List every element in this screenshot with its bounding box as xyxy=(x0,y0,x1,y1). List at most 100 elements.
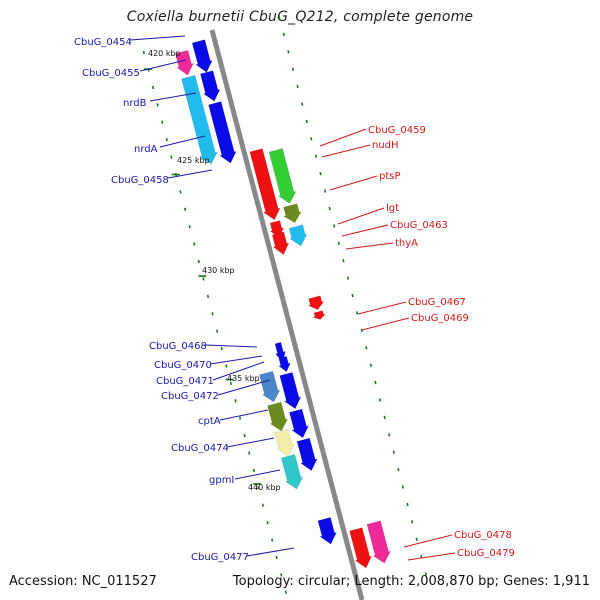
track-tick xyxy=(278,15,281,19)
scale-label: 430 kbp xyxy=(202,266,235,275)
gene-label-right: thyA xyxy=(395,238,418,249)
gene-cbug-0463-box xyxy=(283,203,302,224)
track-tick xyxy=(179,190,182,194)
leader-line xyxy=(341,224,389,237)
gene-thya-box xyxy=(288,224,308,247)
leader-line xyxy=(149,92,197,102)
gene-cbug-0454-arrow xyxy=(191,39,213,73)
gene-nrda-arrow xyxy=(208,101,237,164)
gene-label-right: CbuG_0479 xyxy=(457,548,515,559)
genome-backbone xyxy=(209,29,365,600)
leader-line xyxy=(407,552,456,561)
gene-cbug-0471-arrow xyxy=(279,372,302,410)
leader-line xyxy=(319,128,367,147)
track-tick xyxy=(323,189,327,193)
track-tick xyxy=(314,154,317,158)
track-tick xyxy=(206,294,210,299)
track-tick xyxy=(291,67,295,71)
gene-label-left: CbuG_0455 xyxy=(82,68,140,79)
track-tick xyxy=(234,399,237,403)
track-tick xyxy=(365,346,368,350)
track-tick xyxy=(142,50,145,55)
leader-line xyxy=(209,355,263,365)
gene-label-left: nrdB xyxy=(123,98,147,109)
gene-cbug-0472-box xyxy=(259,370,281,403)
track-tick xyxy=(401,485,405,489)
track-tick xyxy=(296,84,299,89)
track-tick xyxy=(216,329,219,333)
scale-label: 440 kbp xyxy=(248,483,281,492)
gene-label-left: CbuG_0454 xyxy=(74,37,132,48)
track-tick xyxy=(337,241,340,245)
leader-line xyxy=(129,35,186,41)
accession-text: Accession: NC_011527 xyxy=(9,574,157,589)
gene-gpmi-arrow xyxy=(296,437,318,472)
gene-label-left: gpmI xyxy=(209,475,234,486)
track-tick xyxy=(411,520,414,524)
gene-label-left: CbuG_0470 xyxy=(154,360,212,371)
track-tick xyxy=(310,137,313,141)
gene-label-left: CbuG_0468 xyxy=(149,341,207,352)
feature-layer xyxy=(175,29,392,600)
track-tick xyxy=(220,346,223,351)
track-tick xyxy=(197,259,200,264)
leader-line xyxy=(345,242,394,250)
gene-ptsp-box xyxy=(268,148,297,204)
track-tick xyxy=(156,103,159,107)
track-tick xyxy=(170,155,173,159)
gene-label-left: CbuG_0471 xyxy=(156,376,214,387)
gene-thya-arrow xyxy=(271,231,290,256)
track-tick xyxy=(211,312,214,316)
leader-line xyxy=(329,175,378,191)
leader-line xyxy=(139,59,187,72)
track-tick xyxy=(369,363,372,367)
gene-cbug-0478-arrow xyxy=(349,527,373,569)
track-tick xyxy=(346,276,350,280)
leader-line xyxy=(219,409,269,421)
leader-line xyxy=(226,437,275,448)
track-tick xyxy=(287,50,290,54)
label-layer: 420 kbp 425 kbp 430 kbp 435 kbp 440 kbp CbuG_… xyxy=(74,37,515,563)
gene-gpmi-box xyxy=(280,454,304,490)
track-tick xyxy=(342,259,345,263)
leader-line xyxy=(217,379,271,396)
leader-line xyxy=(204,344,258,348)
gene-cbug-0477-arrow xyxy=(317,517,337,545)
track-tick xyxy=(351,293,354,298)
track-tick xyxy=(374,380,377,385)
gene-label-right: CbuG_0459 xyxy=(368,125,426,136)
gene-cbug-0470-arrow xyxy=(278,355,291,373)
track-tick xyxy=(193,242,196,246)
gene-label-left: CbuG_0474 xyxy=(171,443,229,454)
leader-line xyxy=(337,207,385,225)
leader-line xyxy=(403,534,453,548)
leader-line xyxy=(234,469,281,480)
track-tick xyxy=(161,120,164,124)
track-tick xyxy=(188,225,191,229)
track-tick xyxy=(378,398,382,402)
gene-label-left: cptA xyxy=(198,416,221,427)
track-tick xyxy=(388,433,391,437)
track-tick xyxy=(333,224,336,228)
leader-lines xyxy=(129,35,456,561)
track-tick xyxy=(284,590,287,594)
leader-line xyxy=(159,135,206,148)
track-tick xyxy=(301,102,304,106)
gene-cbug-0467-arrow xyxy=(307,295,325,311)
track-tick xyxy=(360,328,363,333)
gene-cpta-arrow xyxy=(289,408,309,439)
gene-label-right: nudH xyxy=(372,140,399,151)
leader-line xyxy=(361,317,410,331)
scale-label: 420 kbp xyxy=(148,49,181,58)
track-tick xyxy=(424,572,427,576)
tick-layer xyxy=(142,15,427,594)
track-tick xyxy=(238,416,242,420)
topology-summary: Topology: circular; Length: 2,008,870 bp… xyxy=(232,574,590,589)
track-tick xyxy=(243,433,246,438)
gene-label-right: CbuG_0478 xyxy=(454,530,512,541)
gene-label-left: CbuG_0472 xyxy=(161,391,219,402)
track-tick xyxy=(202,277,205,281)
track-tick xyxy=(252,468,255,473)
leader-line xyxy=(321,144,371,158)
